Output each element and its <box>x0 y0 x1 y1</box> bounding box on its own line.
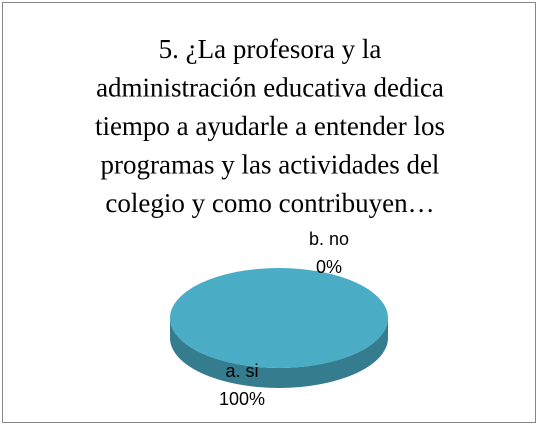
data-label-category: a. si <box>225 361 258 381</box>
chart-title: programas y las actividades del <box>101 150 440 180</box>
pie-slice <box>170 268 388 368</box>
chart-title: administración educativa dedica <box>96 73 444 103</box>
chart-title: tiempo a ayudarle a entender los <box>95 111 445 141</box>
data-label-value: 100% <box>219 389 265 409</box>
chart-title: 5. ¿La profesora y la <box>159 34 382 64</box>
data-label-value: 0% <box>316 257 342 277</box>
pie-side <box>170 318 388 388</box>
chart-title: colegio y como contribuyen… <box>105 188 434 218</box>
data-label-category: b. no <box>309 229 349 249</box>
